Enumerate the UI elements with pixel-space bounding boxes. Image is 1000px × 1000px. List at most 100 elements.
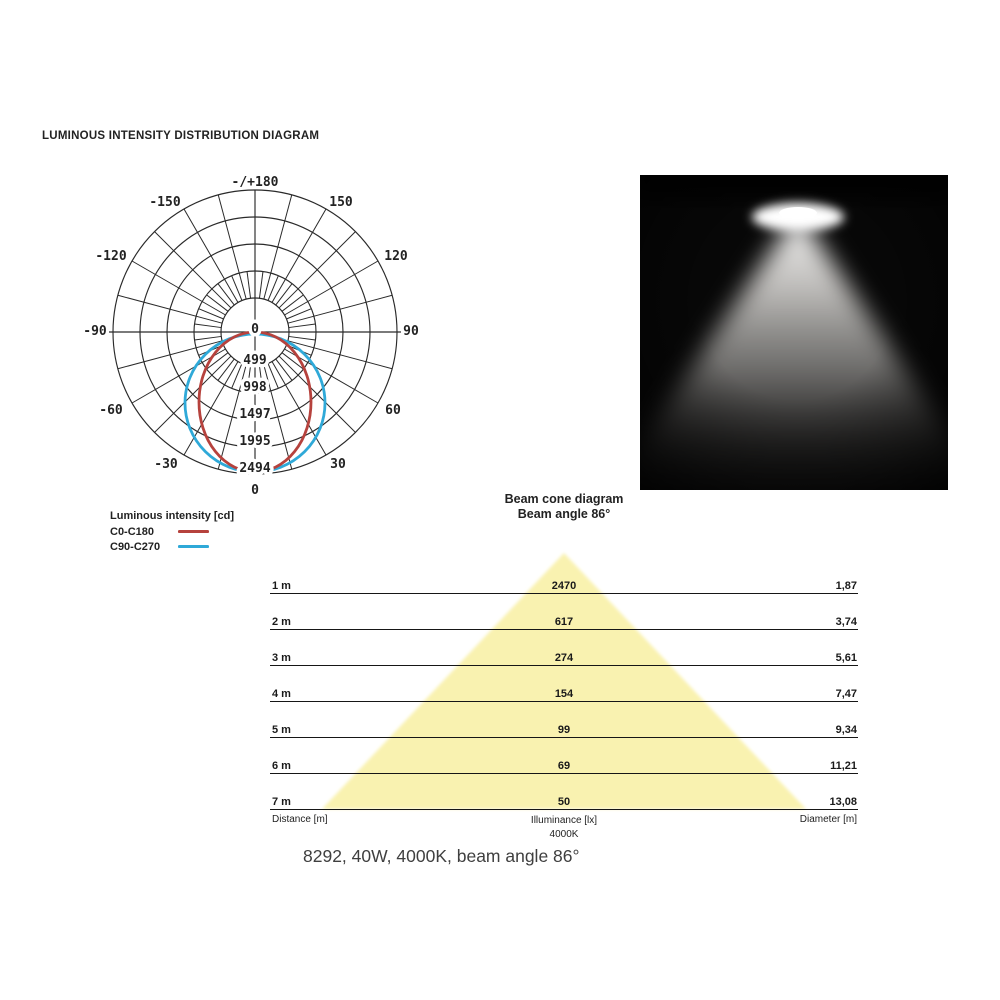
- blue-line-swatch: [178, 545, 209, 548]
- polar-spoke: [246, 365, 252, 393]
- polar-spoke: [231, 363, 243, 389]
- radial-label-998: 998: [243, 380, 267, 395]
- diameter-value: 5,61: [835, 652, 857, 664]
- polar-spoke: [263, 364, 293, 470]
- polar-spoke: [267, 275, 279, 301]
- polar-spoke: [278, 231, 356, 309]
- polar-spoke: [217, 194, 247, 300]
- illuminance-value: 617: [554, 616, 574, 628]
- column-header-diameter: Diameter [m]: [799, 814, 857, 825]
- polar-spoke: [258, 271, 264, 299]
- column-header-distance: Distance [m]: [272, 814, 328, 825]
- polar-spoke: [198, 308, 224, 320]
- illuminance-value: 50: [557, 796, 571, 808]
- polar-spoke: [154, 355, 232, 433]
- photo-vignette: [640, 175, 948, 490]
- polar-spoke: [288, 323, 316, 329]
- angle-label-0: 0: [251, 483, 259, 498]
- polar-spoke: [194, 323, 222, 329]
- illuminance-value: 274: [554, 652, 574, 664]
- distance-value: 3 m: [272, 652, 291, 664]
- diameter-value: 13,08: [829, 796, 857, 808]
- legend-entry-c90-c270: C90-C270: [110, 539, 234, 554]
- diameter-value: 1,87: [835, 580, 857, 592]
- diameter-value: 7,47: [835, 688, 857, 700]
- illuminance-value: 99: [557, 724, 571, 736]
- legend-title: Luminous intensity [cd]: [110, 510, 235, 522]
- diameter-value: 3,74: [835, 616, 857, 628]
- radial-label-0: 0: [251, 322, 259, 337]
- radial-label-2494: 2494: [239, 461, 270, 476]
- table-row: 7 m 50 13,08: [270, 793, 858, 810]
- product-caption: 8292, 40W, 4000K, beam angle 86°: [303, 846, 580, 866]
- table-row: 5 m 99 9,34: [270, 721, 858, 738]
- polar-spoke: [206, 352, 229, 370]
- polar-spoke: [131, 260, 226, 316]
- distance-value: 6 m: [272, 760, 291, 772]
- polar-spoke: [281, 294, 304, 312]
- beam-cone-shape: [322, 553, 806, 809]
- polar-spoke: [263, 194, 293, 300]
- angle-label-m60: -60: [99, 403, 123, 418]
- legend-label: C90-C270: [110, 540, 161, 553]
- polar-spoke: [287, 340, 393, 370]
- polar-spoke: [183, 208, 239, 303]
- angle-label-m90: -90: [83, 324, 107, 339]
- beam-cone-header: Beam cone diagram Beam angle 86°: [424, 492, 704, 522]
- beam-angle-subtitle: Beam angle 86°: [517, 507, 611, 521]
- polar-gridlines: [109, 189, 401, 475]
- polar-spoke: [271, 208, 327, 303]
- polar-spoke: [246, 271, 252, 299]
- angle-label-180: -/+180: [232, 175, 279, 190]
- legend: Luminous intensity [cd] C0-C180 C90-C270: [110, 509, 234, 554]
- illuminance-value: 2470: [551, 580, 577, 592]
- polar-spoke: [267, 363, 279, 389]
- polar-spoke: [154, 231, 232, 309]
- cct-label: 4000K: [549, 829, 579, 840]
- red-line-swatch: [178, 530, 209, 533]
- beam-cone-title: Beam cone diagram: [504, 492, 624, 506]
- page-title: LUMINOUS INTENSITY DISTRIBUTION DIAGRAM: [42, 130, 320, 142]
- table-row: 1 m 2470 1,87: [270, 577, 858, 594]
- angle-label-90: 90: [403, 324, 419, 339]
- legend-entry-c0-c180: C0-C180: [110, 524, 234, 539]
- legend-label: C0-C180: [110, 525, 155, 538]
- distance-value: 5 m: [272, 724, 291, 736]
- angle-label-150: 150: [329, 195, 353, 210]
- diameter-value: 9,34: [835, 724, 857, 736]
- curve-c0-c180: [197, 330, 313, 474]
- angle-label-m120: -120: [95, 249, 126, 264]
- polar-spoke: [275, 283, 293, 306]
- illuminance-value: 69: [557, 760, 571, 772]
- polar-spoke: [271, 361, 327, 456]
- polar-spoke: [217, 358, 235, 381]
- polar-spoke: [194, 335, 222, 341]
- angle-label-120: 120: [384, 249, 408, 264]
- column-header-illuminance: Illuminance [lx] 4000K: [270, 814, 858, 842]
- table-row: 3 m 274 5,61: [270, 649, 858, 666]
- polar-spoke: [117, 294, 223, 324]
- polar-spoke: [258, 365, 264, 393]
- distance-value: 2 m: [272, 616, 291, 628]
- polar-spoke: [117, 340, 223, 370]
- table-row: 6 m 69 11,21: [270, 757, 858, 774]
- radial-label-499: 499: [243, 353, 266, 368]
- polar-spoke: [231, 275, 243, 301]
- polar-spoke: [286, 308, 312, 320]
- polar-spoke: [183, 361, 239, 456]
- angle-label-60: 60: [385, 403, 401, 418]
- illuminance-value: 154: [554, 688, 574, 700]
- polar-spoke: [284, 260, 379, 316]
- illuminance-label: Illuminance [lx]: [530, 815, 598, 826]
- radial-label-1995: 1995: [239, 434, 270, 449]
- angle-label-m30: -30: [154, 457, 178, 472]
- beam-cone-diagram: 1 m 2470 1,87 2 m 617 3,74 3 m 274 5,61 4 m 154 7,4…: [270, 545, 858, 857]
- diameter-value: 11,21: [830, 760, 857, 772]
- polar-spoke: [288, 335, 316, 341]
- table-row: 4 m 154 7,47: [270, 685, 858, 702]
- polar-spoke: [281, 352, 304, 370]
- table-row: 2 m 617 3,74: [270, 613, 858, 630]
- radial-label-1497: 1497: [239, 407, 270, 422]
- polar-spoke: [275, 358, 293, 381]
